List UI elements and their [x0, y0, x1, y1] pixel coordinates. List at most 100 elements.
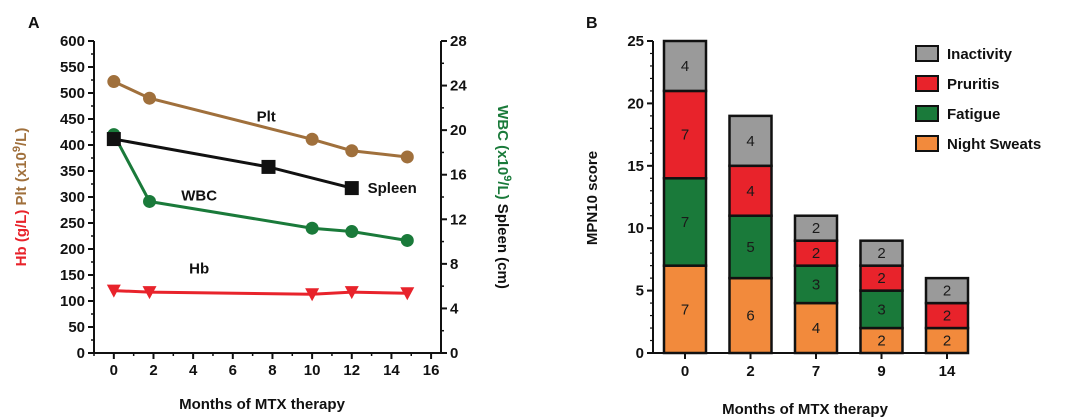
- y-left-tick-label: 450: [60, 111, 85, 128]
- legend-label-night-sweats: Night Sweats: [947, 136, 1041, 153]
- data-point-hb: [400, 287, 415, 301]
- y-tick-label: 25: [627, 33, 644, 50]
- data-point-hb: [305, 288, 320, 302]
- annotation-spleen: Spleen: [368, 180, 417, 197]
- legend-swatch-inactivity: [915, 45, 939, 62]
- bar-segment-value: 5: [746, 239, 754, 256]
- y-left-tick-label: 500: [60, 85, 85, 102]
- data-point-wbc: [400, 233, 414, 247]
- series-line-wbc: [112, 133, 408, 242]
- legend-label-fatigue: Fatigue: [947, 106, 1000, 123]
- bar-segment-fatigue: [662, 177, 708, 267]
- y-right-tick-label: 4: [450, 300, 459, 317]
- x-tick-label: 2: [746, 363, 754, 380]
- bar-segment-value: 7: [681, 214, 689, 231]
- panel-a-x-axis-label: Months of MTX therapy: [179, 396, 345, 413]
- bar-segment-value: 4: [746, 133, 754, 150]
- x-tick-label: 7: [812, 363, 820, 380]
- x-tick-label: 0: [110, 362, 118, 379]
- bar-segment-value: 7: [681, 301, 689, 318]
- bar-segment-value: 2: [877, 333, 885, 350]
- panel-b: B 0 5 10 15 20 25 0 2 7 9 14 7 7 7 4 6 5 4 4 4 3 2 2 2 3 2 2 2 2 2 I…: [584, 15, 1041, 417]
- bar-segment-fatigue: [728, 214, 773, 280]
- data-point-wbc: [305, 221, 319, 235]
- x-tick-label: 9: [877, 363, 885, 380]
- series-line-spleen: [113, 137, 353, 190]
- x-tick-label: 10: [304, 362, 321, 379]
- data-point-spleen: [261, 159, 276, 174]
- y-right-axis-label-part: WBC (x10: [494, 105, 511, 175]
- data-point-plt: [400, 150, 414, 164]
- y-left-tick-label: 50: [68, 319, 85, 336]
- data-point-plt: [143, 91, 157, 105]
- bar-segment-value: 2: [943, 333, 951, 350]
- y-left-axis-label: Hb (g/L) Plt (x109/L): [11, 128, 30, 267]
- y-tick-label: 15: [627, 158, 644, 175]
- y-right-tick-label: 8: [450, 256, 458, 273]
- legend-swatch-fatigue: [915, 105, 939, 122]
- bar-segment-pruritis: [728, 164, 773, 217]
- bar-segment-inactivity: [924, 276, 970, 305]
- y-left-tick-label: 0: [77, 345, 85, 362]
- y-tick-label: 10: [627, 220, 644, 237]
- y-right-tick-label: 0: [450, 345, 458, 362]
- y-left-tick-label: 350: [60, 163, 85, 180]
- data-point-spleen: [344, 181, 359, 196]
- x-tick-label: 16: [423, 362, 440, 379]
- y-tick-label: 5: [636, 283, 644, 300]
- y-right-tick-label: 28: [450, 33, 467, 50]
- y-tick-label: 20: [627, 95, 644, 112]
- bar-segment-fatigue: [859, 289, 904, 330]
- y-left-tick-label: 200: [60, 241, 85, 258]
- x-tick-label: 6: [229, 362, 237, 379]
- x-tick-label: 14: [939, 363, 956, 380]
- data-point-wbc: [345, 225, 359, 239]
- y-left-axis-label-part: /L): [13, 128, 30, 146]
- panel-b-label: B: [586, 15, 598, 32]
- data-point-plt: [107, 75, 121, 89]
- x-tick-label: 2: [149, 362, 157, 379]
- panel-a: A 05010015020025030035040045050055060004…: [11, 15, 513, 413]
- bar-segment-pruritis: [662, 89, 708, 180]
- legend-label-inactivity: Inactivity: [947, 46, 1013, 63]
- annotation-plt: Plt: [257, 109, 276, 126]
- bar-segment-value: 3: [877, 301, 885, 318]
- y-left-tick-label: 100: [60, 293, 85, 310]
- y-right-tick-label: 24: [450, 78, 467, 95]
- bar-segment-inactivity: [859, 239, 904, 267]
- y-right-tick-label: 16: [450, 167, 467, 184]
- bar-segment-value: 3: [812, 276, 820, 293]
- panel-a-label: A: [28, 15, 40, 32]
- x-tick-label: 14: [383, 362, 400, 379]
- bar-segment-value: 2: [943, 283, 951, 300]
- bar-segment-inactivity: [728, 114, 773, 168]
- y-right-axis-label-part: Spleen (cm): [494, 200, 511, 289]
- y-left-tick-label: 400: [60, 137, 85, 154]
- y-left-axis-label-part: 9: [11, 146, 23, 152]
- bar-segment-inactivity: [793, 214, 839, 242]
- annotation-hb: Hb: [189, 260, 209, 277]
- bar-segment-value: 2: [812, 245, 820, 262]
- data-point-spleen: [106, 132, 121, 147]
- bar-segment-value: 2: [877, 270, 885, 287]
- bar-segment-value: 7: [681, 127, 689, 144]
- x-tick-label: 4: [189, 362, 198, 379]
- bar-segment-value: 2: [943, 308, 951, 325]
- data-point-hb: [142, 286, 157, 300]
- data-point-wbc: [143, 194, 157, 208]
- y-tick-label: 0: [636, 345, 644, 362]
- x-tick-label: 8: [268, 362, 276, 379]
- bar-segment-value: 4: [746, 183, 754, 200]
- y-left-axis-label-part: Hb (g/L): [13, 210, 30, 267]
- y-right-axis-label: WBC (x109/L) Spleen (cm): [494, 105, 513, 289]
- bar-segment-inactivity: [662, 39, 708, 93]
- y-right-tick-label: 12: [450, 211, 467, 228]
- y-left-tick-label: 300: [60, 189, 85, 206]
- series-line-hb: [113, 289, 408, 296]
- bar-segment-value: 4: [681, 58, 689, 75]
- bar-segment-value: 4: [812, 320, 820, 337]
- bar-segment-value: 6: [746, 308, 754, 325]
- data-point-hb: [344, 286, 359, 300]
- y-left-tick-label: 150: [60, 267, 85, 284]
